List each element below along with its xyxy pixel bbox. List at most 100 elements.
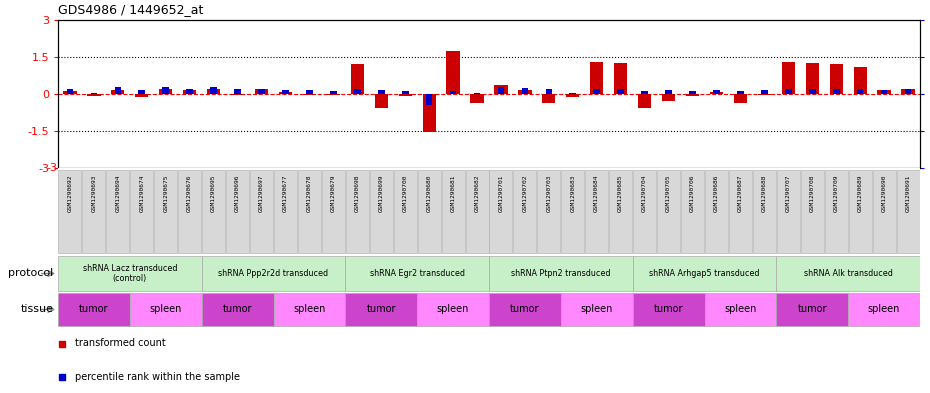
Text: tumor: tumor xyxy=(798,305,827,314)
Bar xyxy=(231,94,245,95)
Bar xyxy=(854,67,867,94)
Bar xyxy=(163,87,169,94)
Bar xyxy=(130,293,202,326)
Text: GSM1290687: GSM1290687 xyxy=(737,175,743,213)
Text: GSM1290678: GSM1290678 xyxy=(307,175,312,213)
Text: tumor: tumor xyxy=(366,305,396,314)
Bar xyxy=(777,293,848,326)
Text: GSM1290688: GSM1290688 xyxy=(762,175,767,213)
Bar xyxy=(473,92,481,94)
Bar xyxy=(782,62,795,94)
Bar xyxy=(734,94,747,103)
Bar xyxy=(442,170,465,253)
Bar xyxy=(202,293,273,326)
Bar xyxy=(901,89,914,94)
Bar xyxy=(538,170,561,253)
Bar xyxy=(345,256,489,291)
Text: shRNA Ptpn2 transduced: shRNA Ptpn2 transduced xyxy=(512,269,611,278)
Bar xyxy=(761,90,767,94)
Bar xyxy=(665,90,672,94)
Bar xyxy=(135,94,149,97)
Text: GSM1290685: GSM1290685 xyxy=(618,175,623,213)
Text: spleen: spleen xyxy=(868,305,900,314)
Text: GSM1290705: GSM1290705 xyxy=(666,175,671,213)
Bar xyxy=(346,170,369,253)
Bar xyxy=(83,170,105,253)
Bar xyxy=(58,293,130,326)
Bar xyxy=(566,94,579,97)
Bar xyxy=(830,64,843,94)
Bar xyxy=(705,170,728,253)
Bar xyxy=(393,170,417,253)
Text: GSM1290701: GSM1290701 xyxy=(498,175,503,213)
Bar xyxy=(881,90,887,94)
Bar xyxy=(226,170,249,253)
Bar xyxy=(546,88,552,94)
Bar xyxy=(471,94,484,103)
Text: GSM1290706: GSM1290706 xyxy=(690,175,695,213)
Bar xyxy=(897,170,920,253)
Bar xyxy=(186,88,193,94)
Bar xyxy=(686,94,699,96)
Bar xyxy=(753,170,776,253)
Text: GSM1290699: GSM1290699 xyxy=(379,175,384,213)
Text: transformed count: transformed count xyxy=(75,338,166,349)
Bar xyxy=(375,94,388,108)
Bar xyxy=(202,170,225,253)
Bar xyxy=(67,88,73,94)
Bar xyxy=(878,90,891,94)
Bar xyxy=(330,91,337,94)
Bar xyxy=(90,92,98,94)
Bar xyxy=(402,91,408,94)
Bar xyxy=(202,256,345,291)
Bar xyxy=(633,170,657,253)
Text: GSM1290684: GSM1290684 xyxy=(594,175,599,213)
Text: GSM1290704: GSM1290704 xyxy=(642,175,647,213)
Text: GSM1290677: GSM1290677 xyxy=(283,175,288,213)
Bar xyxy=(326,94,340,95)
Bar xyxy=(354,88,361,94)
Bar xyxy=(848,293,920,326)
Bar xyxy=(705,293,777,326)
Text: GSM1290707: GSM1290707 xyxy=(786,175,790,213)
Bar xyxy=(114,87,121,94)
Bar xyxy=(139,90,145,94)
Bar xyxy=(274,170,297,253)
Bar xyxy=(466,170,488,253)
Bar xyxy=(542,94,555,103)
Text: GSM1290695: GSM1290695 xyxy=(211,175,216,213)
Text: shRNA Arhgap5 transduced: shRNA Arhgap5 transduced xyxy=(649,269,760,278)
Bar xyxy=(585,170,608,253)
Bar xyxy=(306,90,312,94)
Bar xyxy=(495,85,508,94)
Bar xyxy=(378,90,385,94)
Bar xyxy=(662,94,675,101)
Bar xyxy=(58,256,202,291)
Text: GSM1290698: GSM1290698 xyxy=(355,175,360,213)
Bar xyxy=(255,89,268,94)
Bar xyxy=(614,63,627,94)
Bar xyxy=(489,256,632,291)
Bar xyxy=(322,170,345,253)
Text: shRNA Egr2 transduced: shRNA Egr2 transduced xyxy=(369,269,465,278)
Bar xyxy=(87,94,100,96)
Bar xyxy=(351,64,364,94)
Text: GSM1290683: GSM1290683 xyxy=(570,175,576,213)
Bar xyxy=(658,170,680,253)
Bar xyxy=(446,51,459,94)
Text: GSM1290696: GSM1290696 xyxy=(235,175,240,213)
Text: GSM1290680: GSM1290680 xyxy=(427,175,432,213)
Text: spleen: spleen xyxy=(293,305,325,314)
Bar xyxy=(399,94,412,96)
Text: GSM1290708: GSM1290708 xyxy=(810,175,815,213)
Bar xyxy=(562,170,584,253)
Bar xyxy=(758,94,771,95)
Bar xyxy=(273,293,345,326)
Bar xyxy=(713,90,720,94)
Text: GSM1290690: GSM1290690 xyxy=(882,175,886,213)
Bar xyxy=(154,170,178,253)
Text: GSM1290703: GSM1290703 xyxy=(546,175,551,213)
Text: GSM1290682: GSM1290682 xyxy=(474,175,480,213)
Bar xyxy=(737,91,744,94)
Text: GSM1290689: GSM1290689 xyxy=(857,175,863,213)
